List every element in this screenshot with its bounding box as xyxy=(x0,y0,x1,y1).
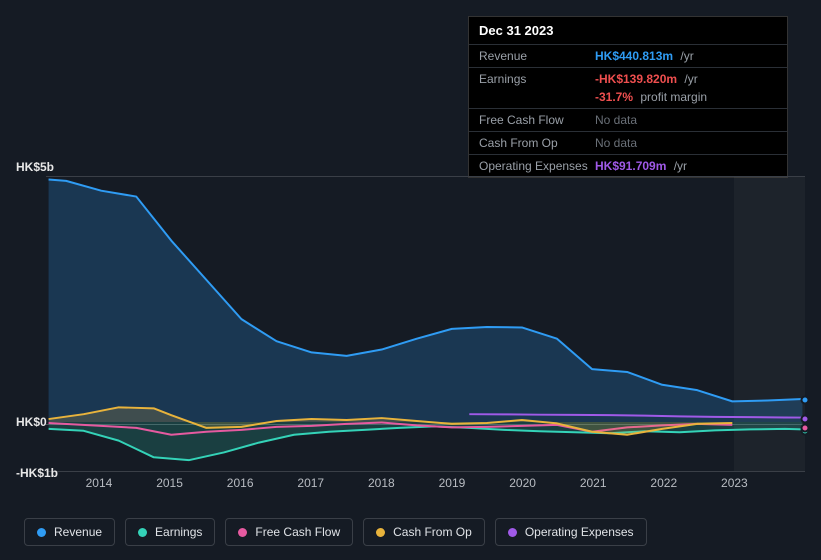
tooltip-value: No data xyxy=(595,136,637,150)
x-tick: 2017 xyxy=(297,476,324,490)
x-axis: 2014 2015 2016 2017 2018 2019 2020 2021 2022 2023 xyxy=(46,476,805,494)
tooltip-row: Free Cash FlowNo data xyxy=(469,108,787,131)
legend-item[interactable]: Cash From Op xyxy=(363,518,485,546)
x-tick: 2015 xyxy=(156,476,183,490)
series-end-marker xyxy=(801,415,810,424)
legend-item[interactable]: Earnings xyxy=(125,518,215,546)
x-tick: 2014 xyxy=(86,476,113,490)
legend-swatch xyxy=(508,528,517,537)
legend-label: Revenue xyxy=(54,525,102,539)
tooltip-value: -31.7% profit margin xyxy=(595,90,707,104)
tooltip-label: Revenue xyxy=(479,49,595,63)
series-end-marker xyxy=(801,396,810,405)
tooltip-label: Free Cash Flow xyxy=(479,113,595,127)
series-end-marker xyxy=(801,423,810,432)
legend-item[interactable]: Operating Expenses xyxy=(495,518,647,546)
tooltip-date: Dec 31 2023 xyxy=(469,17,787,44)
legend-swatch xyxy=(37,528,46,537)
tooltip-label: Cash From Op xyxy=(479,136,595,150)
legend-label: Operating Expenses xyxy=(525,525,634,539)
legend-label: Free Cash Flow xyxy=(255,525,340,539)
tooltip-value: No data xyxy=(595,113,637,127)
tooltip-label: Earnings xyxy=(479,72,595,86)
x-tick: 2018 xyxy=(368,476,395,490)
x-tick: 2023 xyxy=(721,476,748,490)
legend-swatch xyxy=(238,528,247,537)
x-tick: 2020 xyxy=(509,476,536,490)
tooltip-row: Earnings-HK$139.820m /yr xyxy=(469,67,787,90)
legend: Revenue Earnings Free Cash Flow Cash From O… xyxy=(24,518,647,546)
legend-item[interactable]: Free Cash Flow xyxy=(225,518,353,546)
financials-chart: HK$5b HK$0 -HK$1b 2014201520162017201820… xyxy=(16,160,805,490)
tooltip-row: Cash From OpNo data xyxy=(469,131,787,154)
plot-area[interactable] xyxy=(46,176,805,472)
legend-swatch xyxy=(376,528,385,537)
legend-swatch xyxy=(138,528,147,537)
tooltip-row: RevenueHK$440.813m /yr xyxy=(469,44,787,67)
chart-tooltip: Dec 31 2023 RevenueHK$440.813m /yrEarnin… xyxy=(468,16,788,178)
x-tick: 2016 xyxy=(227,476,254,490)
series-fill xyxy=(49,179,803,422)
chart-svg xyxy=(46,177,805,471)
tooltip-row: -31.7% profit margin xyxy=(469,90,787,108)
x-tick: 2021 xyxy=(580,476,607,490)
legend-label: Cash From Op xyxy=(393,525,472,539)
tooltip-value: -HK$139.820m /yr xyxy=(595,72,698,86)
x-tick: 2022 xyxy=(650,476,677,490)
x-tick: 2019 xyxy=(439,476,466,490)
legend-item[interactable]: Revenue xyxy=(24,518,115,546)
legend-label: Earnings xyxy=(155,525,202,539)
tooltip-value: HK$440.813m /yr xyxy=(595,49,694,63)
